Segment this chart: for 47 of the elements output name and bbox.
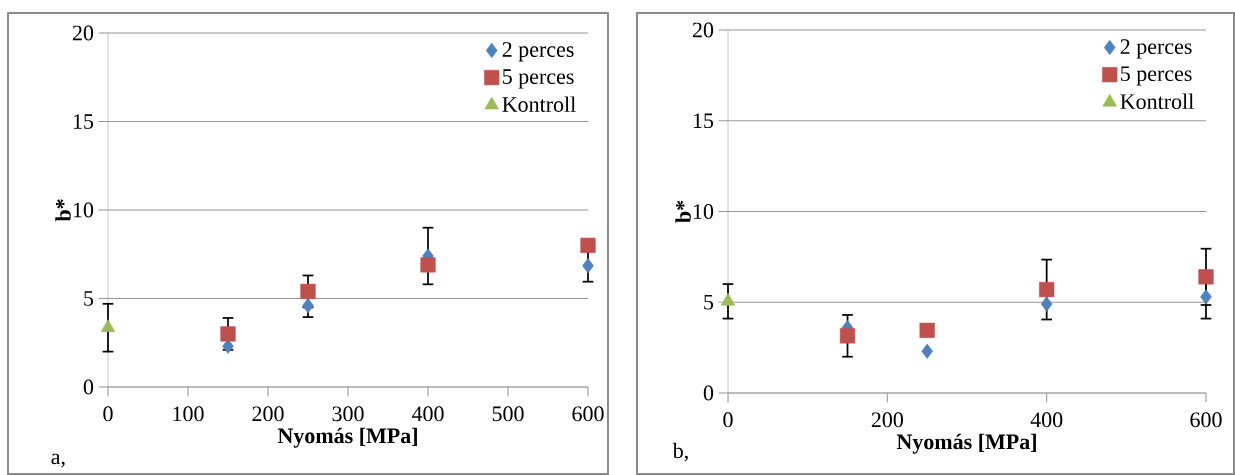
x-tick-label: 400 [411,406,444,422]
point [1040,296,1053,312]
point [300,283,316,300]
point [921,343,933,359]
y-tick-label: 10 [693,204,714,219]
y-tick-label: 15 [693,113,714,129]
y-tick-label: 15 [73,114,94,129]
y-tick-label: 5 [84,291,94,306]
x-axis-title: Nyomás [MPa] [277,427,417,448]
legend-label: 5 perces [502,69,574,89]
point [420,257,436,273]
x-tick-label: 500 [492,406,524,422]
text: b, [672,442,688,462]
x-tick-label: 0 [103,406,113,422]
y-axis-title: b* [55,199,71,222]
x-tick-label: 100 [173,406,204,422]
point [580,237,596,253]
x-tick-label: 200 [252,406,284,422]
legend-label: 2 perces [1120,39,1192,59]
x-tick-label: 0 [723,412,733,428]
y-tick-label: 10 [73,202,94,218]
text: a, [51,453,65,468]
legend-label: Kontroll [1120,93,1194,110]
legend-label: 5 perces [1121,66,1192,86]
y-tick-label: 20 [692,22,714,38]
y-tick-label: 0 [83,379,94,395]
point [302,297,314,314]
y-axis-title: b* [675,200,691,223]
point [1198,269,1214,285]
legend-label: Kontroll [502,96,576,112]
x-tick-label: 600 [572,406,604,422]
y-tick-label: 5 [704,294,714,310]
x-tick-label: 200 [871,412,903,428]
y-tick-label: 0 [703,385,714,401]
point [1039,281,1055,298]
x-tick-label: 300 [332,406,364,422]
point [839,328,856,344]
point [919,322,935,338]
point [582,258,594,274]
legend-label: 2 perces [502,42,574,62]
x-tick-label: 600 [1190,412,1222,428]
y-tick-label: 20 [72,25,94,41]
point [1200,289,1212,305]
point [220,326,236,342]
point [720,293,736,306]
x-tick-label: 400 [1030,412,1063,428]
x-axis-title: Nyomás [MPa] [896,433,1036,454]
